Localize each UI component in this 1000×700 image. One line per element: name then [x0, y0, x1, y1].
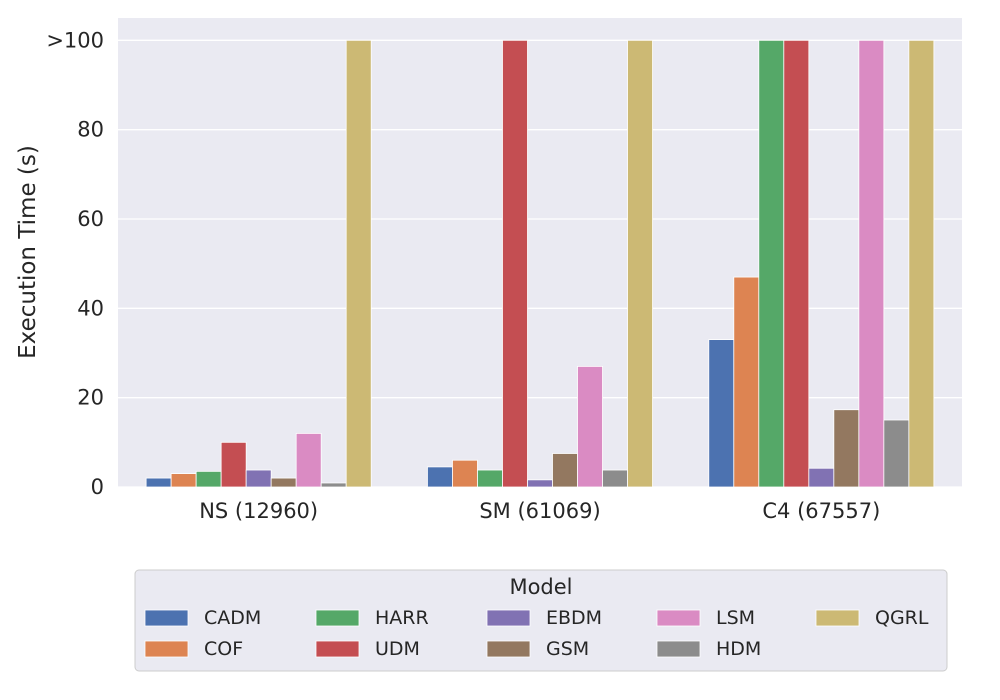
bar-udm-c4 — [783, 39, 810, 488]
legend-swatch-cof — [144, 640, 189, 658]
legend: Model CADM COF HARR UDM EBDM GSM LSM HDM QGRL — [134, 569, 948, 672]
y-tick-label: 80 — [77, 118, 104, 142]
x-tick-label: NS (12960) — [199, 499, 318, 523]
bar-cof-ns — [170, 473, 197, 488]
bar-harr-sm — [477, 469, 503, 488]
y-tick-label: 0 — [91, 475, 104, 499]
legend-swatch-hdm — [656, 640, 701, 658]
bar-cof-sm — [452, 459, 478, 488]
legend-label-lsm: LSM — [716, 607, 755, 629]
bar-hdm-sm — [602, 469, 628, 488]
bar-gsm-c4 — [833, 409, 860, 488]
bar-udm-ns — [220, 441, 247, 488]
bar-harr-c4 — [758, 39, 785, 488]
y-tick-label: 20 — [77, 386, 104, 410]
legend-title: Model — [509, 575, 572, 599]
legend-label-udm: UDM — [375, 638, 420, 660]
bar-lsm-c4 — [858, 39, 885, 488]
legend-swatch-udm — [315, 640, 360, 658]
bar-hdm-c4 — [883, 419, 910, 488]
bar-cof-c4 — [733, 276, 760, 488]
bar-gsm-sm — [552, 453, 578, 488]
legend-swatch-harr — [315, 609, 360, 627]
y-axis-label: Execution Time (s) — [15, 145, 41, 359]
y-tick-label: 60 — [77, 207, 104, 231]
legend-swatch-gsm — [486, 640, 531, 658]
legend-items: CADM COF HARR UDM EBDM GSM LSM HDM QGRL — [144, 607, 929, 660]
bar-gsm-ns — [270, 477, 297, 488]
legend-label-cadm: CADM — [204, 607, 261, 629]
legend-label-harr: HARR — [375, 607, 429, 629]
legend-swatch-cadm — [144, 609, 189, 627]
bar-hdm-ns — [320, 482, 347, 488]
bar-cadm-sm — [427, 466, 453, 488]
legend-label-ebdm: EBDM — [546, 607, 602, 629]
bar-udm-sm — [502, 39, 528, 488]
bar-qgrl-ns — [345, 39, 372, 488]
bar-ebdm-ns — [245, 469, 272, 488]
legend-label-qgrl: QGRL — [875, 607, 929, 629]
bar-qgrl-c4 — [908, 39, 935, 488]
bar-ebdm-c4 — [808, 467, 835, 488]
bar-lsm-sm — [577, 365, 603, 488]
legend-swatch-qgrl — [815, 609, 860, 627]
legend-swatch-lsm — [656, 609, 701, 627]
legend-swatch-ebdm — [486, 609, 531, 627]
legend-label-cof: COF — [204, 638, 243, 660]
x-tick-label: SM (61069) — [479, 499, 600, 523]
bars — [145, 39, 935, 488]
x-tick-labels: NS (12960) SM (61069) C4 (67557) — [199, 499, 880, 523]
x-tick-label: C4 (67557) — [762, 499, 880, 523]
bar-qgrl-sm — [627, 39, 653, 488]
bar-lsm-ns — [295, 432, 322, 488]
plot-area — [118, 18, 962, 487]
legend-label-gsm: GSM — [546, 638, 589, 660]
bar-cadm-c4 — [708, 339, 735, 488]
y-tick-labels: 0 20 40 60 80 >100 — [46, 28, 104, 499]
y-tick-label: >100 — [46, 28, 104, 52]
bar-harr-ns — [195, 470, 222, 488]
bar-ebdm-sm — [527, 479, 553, 488]
legend-label-hdm: HDM — [716, 638, 761, 660]
y-tick-label: 40 — [77, 296, 104, 320]
bar-cadm-ns — [145, 477, 172, 488]
